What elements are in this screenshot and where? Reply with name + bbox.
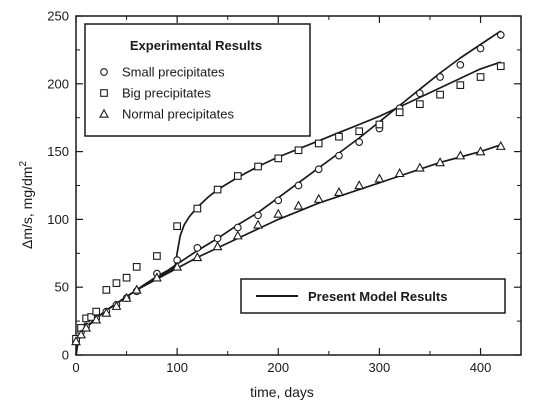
x-axis-title: time, days (250, 384, 314, 400)
data-markers (71, 31, 506, 346)
triangle-marker (131, 284, 142, 294)
x-tick-label: 400 (470, 360, 492, 375)
triangle-marker (91, 314, 102, 324)
legend-model: Present Model Results (240, 278, 506, 314)
triangle-marker (354, 180, 365, 190)
circle-marker (213, 234, 222, 243)
circle-marker (416, 89, 424, 98)
triangle-marker (101, 307, 112, 317)
legend-circle-label: Small precipitates (122, 65, 225, 80)
square-marker (496, 62, 505, 71)
triangle-marker (273, 208, 284, 218)
square-marker (476, 73, 485, 81)
x-tick-label: 300 (369, 360, 391, 375)
circle-marker (456, 60, 465, 69)
square-marker (213, 185, 222, 194)
triangle-marker (374, 173, 385, 183)
square-marker (87, 313, 96, 321)
triangle-marker-group (71, 140, 506, 346)
legend-circle-symbol (100, 68, 108, 76)
legend-square-label: Big precipitates (122, 86, 211, 101)
triangle-marker (121, 292, 132, 302)
axis-ticks (75, 15, 521, 356)
square-marker (355, 127, 364, 136)
triangle-marker (313, 193, 324, 203)
triangle-marker (172, 261, 183, 271)
square-marker (112, 279, 121, 287)
y-tick-label: 0 (62, 348, 69, 363)
triangle-marker (71, 336, 81, 346)
square-marker (233, 172, 242, 180)
legend-experimental: Experimental Results Small precipitates B… (84, 23, 311, 137)
square-marker-group (72, 62, 505, 343)
circle-marker (476, 44, 485, 53)
circle-marker (496, 31, 505, 39)
x-tick-label: 200 (267, 360, 289, 375)
circle-marker (314, 165, 323, 174)
legend-triangle-label: Normal precipitates (122, 107, 234, 122)
square-marker (122, 273, 131, 282)
y-axis-title-main: Δm/s, mg/dm (19, 167, 35, 249)
x-tick-label: 100 (166, 360, 188, 375)
legend-model-label: Present Model Results (308, 289, 447, 304)
y-axis-title-superscript: 2 (18, 161, 29, 167)
legend-square-symbol (100, 89, 108, 97)
triangle-marker (253, 219, 263, 229)
square-marker (416, 100, 424, 108)
triangle-marker (293, 200, 304, 210)
triangle-marker (212, 241, 223, 251)
square-marker (436, 90, 444, 99)
triangle-marker (475, 146, 486, 156)
square-marker (335, 132, 343, 141)
square-marker (314, 139, 323, 148)
x-tick-label: 0 (72, 360, 79, 375)
circle-marker (335, 151, 343, 160)
triangle-marker (111, 300, 122, 310)
y-tick-label: 100 (47, 212, 69, 227)
square-marker (375, 120, 384, 129)
triangle-marker (192, 252, 203, 262)
triangle-marker (76, 329, 86, 339)
circle-marker (233, 223, 242, 232)
tick-labels: 0 100 200 300 400 0 50 100 150 200 250 (47, 9, 491, 376)
circle-marker (294, 181, 303, 190)
y-tick-label: 200 (47, 76, 69, 91)
square-marker (456, 81, 465, 90)
circle-marker (355, 138, 364, 146)
y-tick-label: 50 (55, 280, 69, 295)
triangle-marker (394, 167, 405, 178)
circle-marker (193, 244, 202, 252)
triangle-marker (334, 186, 344, 197)
square-marker (294, 146, 303, 155)
square-marker (92, 307, 101, 316)
square-marker (254, 162, 262, 171)
y-tick-label: 150 (47, 144, 69, 159)
square-marker (193, 204, 202, 213)
circle-marker (436, 73, 444, 81)
square-marker (153, 252, 161, 260)
y-tick-label: 250 (47, 9, 69, 24)
square-marker (274, 154, 283, 163)
triangle-marker (414, 162, 425, 172)
circle-marker (254, 211, 262, 220)
legend-experimental-frame (84, 23, 311, 137)
triangle-marker (81, 322, 92, 332)
square-marker (102, 286, 111, 294)
square-marker (173, 222, 181, 231)
triangle-marker (151, 272, 162, 282)
square-marker (132, 263, 141, 271)
square-marker (395, 108, 404, 117)
y-axis-title: Δm/s, mg/dm2 (18, 161, 35, 249)
legend-triangle-symbol (99, 108, 109, 118)
circle-marker (274, 196, 283, 205)
legend-experimental-title: Experimental Results (130, 38, 262, 53)
model-curve-3 (75, 143, 502, 356)
legend-experimental-items: Small precipitates Big precipitates Normal… (99, 65, 234, 122)
triangle-marker (495, 140, 506, 150)
triangle-marker (435, 157, 446, 167)
triangle-marker (455, 150, 466, 160)
triangle-marker (232, 230, 243, 240)
